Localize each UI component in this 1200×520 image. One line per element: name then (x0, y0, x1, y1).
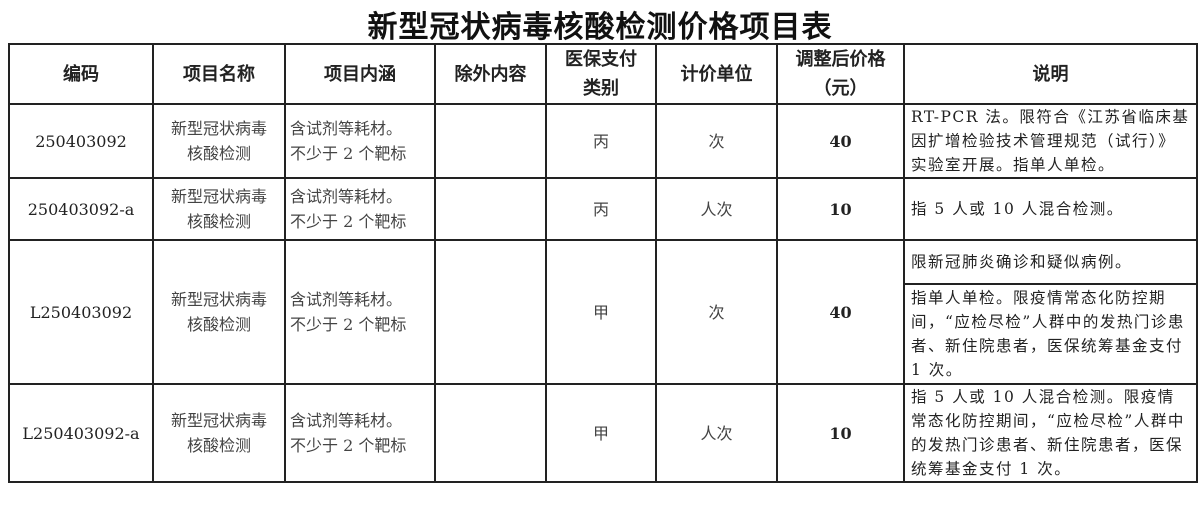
header-excluded: 除外内容 (434, 43, 547, 105)
code-cell: L250403092 (8, 239, 154, 385)
header-insurance-category: 医保支付 类别 (545, 43, 657, 105)
notes-cell: 限新冠肺炎确诊和疑似病例。 (903, 239, 1198, 285)
code-cell: 250403092 (8, 103, 154, 179)
price-table: 编码 项目名称 项目内涵 除外内容 医保支付 类别 计价单位 调整后价格 （元） 说… (8, 43, 1198, 483)
name-cell: 新型冠状病毒 核酸检测 (152, 103, 286, 179)
code-cell: 250403092-a (8, 177, 154, 241)
content-cell: 含试剂等耗材。 不少于 2 个靶标 (284, 103, 436, 179)
unit-cell: 人次 (655, 383, 778, 483)
content-cell: 含试剂等耗材。 不少于 2 个靶标 (284, 383, 436, 483)
header-price: 调整后价格 （元） (776, 43, 905, 105)
category-cell: 丙 (545, 177, 657, 241)
name-cell: 新型冠状病毒 核酸检测 (152, 177, 286, 241)
content-cell: 含试剂等耗材。 不少于 2 个靶标 (284, 239, 436, 385)
notes-cell: 指单人单检。限疫情常态化防控期间，“应检尽检”人群中的发热门诊患者、新住院患者，… (903, 283, 1198, 385)
excluded-cell (434, 177, 547, 241)
table-row: 250403092 新型冠状病毒 核酸检测 含试剂等耗材。 不少于 2 个靶标 丙次 40 R… (8, 103, 1198, 179)
unit-cell: 次 (655, 239, 778, 385)
header-unit: 计价单位 (655, 43, 778, 105)
header-content: 项目内涵 (284, 43, 436, 105)
content-cell: 含试剂等耗材。 不少于 2 个靶标 (284, 177, 436, 241)
table-row: 250403092-a 新型冠状病毒 核酸检测 含试剂等耗材。 不少于 2 个靶标 丙人次… (8, 177, 1198, 241)
name-cell: 新型冠状病毒 核酸检测 (152, 383, 286, 483)
header-notes: 说明 (903, 43, 1198, 105)
notes-cell: 指 5 人或 10 人混合检测。限疫情常态化防控期间，“应检尽检”人群中的发热门… (903, 383, 1198, 483)
excluded-cell (434, 383, 547, 483)
header-code: 编码 (8, 43, 154, 105)
excluded-cell (434, 239, 547, 385)
header-name: 项目名称 (152, 43, 286, 105)
table-subrow: 指单人单检。限疫情常态化防控期间，“应检尽检”人群中的发热门诊患者、新住院患者，… (9, 283, 1198, 385)
excluded-cell (434, 103, 547, 179)
page-title: 新型冠状病毒核酸检测价格项目表 (367, 10, 833, 45)
category-cell: 甲 (545, 239, 657, 385)
price-cell: 10 (776, 177, 905, 241)
notes-cell: 指 5 人或 10 人混合检测。 (903, 177, 1198, 241)
name-cell: 新型冠状病毒 核酸检测 (152, 239, 286, 385)
price-cell: 10 (776, 383, 905, 483)
unit-cell: 次 (655, 103, 778, 179)
unit-cell: 人次 (655, 177, 778, 241)
table-row: L250403092-a 新型冠状病毒 核酸检测 含试剂等耗材。 不少于 2 个靶标 甲人… (8, 383, 1198, 483)
table-row: L250403092 新型冠状病毒 核酸检测 含试剂等耗材。 不少于 2 个靶标甲次 40… (8, 239, 1198, 385)
header-row: 编码 项目名称 项目内涵 除外内容 医保支付 类别 计价单位 调整后价格 （元） 说… (8, 43, 1198, 105)
notes-cell: RT-PCR 法。限符合《江苏省临床基因扩增检验技术管理规范（试行）》实验室开展… (903, 103, 1198, 179)
price-cell: 40 (776, 103, 905, 179)
category-cell: 甲 (545, 383, 657, 483)
code-cell: L250403092-a (8, 383, 154, 483)
category-cell: 丙 (545, 103, 657, 179)
price-cell: 40 (776, 239, 905, 385)
